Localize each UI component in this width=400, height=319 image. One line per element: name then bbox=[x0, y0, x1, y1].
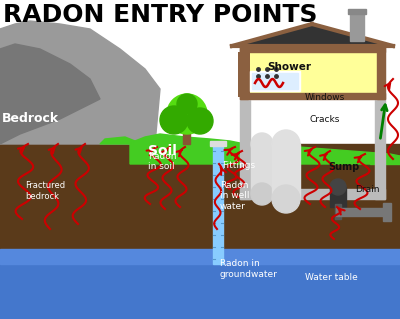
Circle shape bbox=[167, 94, 207, 134]
Text: Shower: Shower bbox=[267, 62, 311, 72]
Circle shape bbox=[272, 130, 300, 158]
Polygon shape bbox=[232, 24, 393, 46]
Bar bbox=[0, 249, 400, 264]
Text: Fractured
bedrock: Fractured bedrock bbox=[25, 181, 65, 201]
Bar bbox=[240, 49, 385, 99]
Circle shape bbox=[272, 185, 300, 213]
Bar bbox=[240, 46, 385, 52]
Bar bbox=[251, 144, 273, 194]
Bar bbox=[248, 52, 377, 94]
Text: Radon in
groundwater: Radon in groundwater bbox=[220, 259, 278, 279]
Bar bbox=[0, 254, 400, 319]
Polygon shape bbox=[370, 156, 400, 164]
Bar bbox=[375, 99, 385, 199]
Text: Windows: Windows bbox=[305, 93, 345, 101]
Bar bbox=[383, 203, 391, 221]
Bar bbox=[240, 99, 250, 199]
Text: Drain: Drain bbox=[355, 184, 380, 194]
Polygon shape bbox=[0, 44, 100, 144]
Bar bbox=[183, 122, 190, 144]
Bar bbox=[252, 73, 298, 89]
Circle shape bbox=[251, 183, 273, 205]
Polygon shape bbox=[130, 134, 400, 164]
Polygon shape bbox=[100, 137, 135, 144]
Text: Radon
in well
water: Radon in well water bbox=[220, 181, 250, 211]
Bar bbox=[335, 204, 341, 219]
Bar bbox=[210, 141, 226, 146]
Bar bbox=[238, 52, 250, 97]
Text: Cracks: Cracks bbox=[310, 115, 340, 123]
Text: Soil: Soil bbox=[148, 144, 177, 158]
Bar bbox=[272, 144, 300, 199]
Bar bbox=[213, 144, 223, 264]
Text: Water table: Water table bbox=[305, 272, 358, 281]
Bar bbox=[377, 47, 385, 99]
Circle shape bbox=[187, 108, 213, 134]
Bar bbox=[240, 189, 385, 199]
Text: RADON ENTRY POINTS: RADON ENTRY POINTS bbox=[3, 3, 318, 27]
Circle shape bbox=[251, 133, 273, 155]
Bar bbox=[348, 9, 366, 14]
Bar bbox=[336, 208, 386, 216]
Circle shape bbox=[177, 94, 197, 114]
Polygon shape bbox=[0, 21, 160, 144]
Text: Sump: Sump bbox=[328, 162, 359, 172]
Bar bbox=[250, 71, 300, 91]
Bar bbox=[240, 93, 385, 99]
Text: Radon
in soil: Radon in soil bbox=[148, 152, 176, 171]
Bar bbox=[350, 11, 364, 41]
Circle shape bbox=[160, 106, 188, 134]
Bar bbox=[240, 47, 248, 99]
Circle shape bbox=[330, 179, 346, 195]
Bar bbox=[330, 187, 346, 207]
Text: Fittings: Fittings bbox=[222, 161, 255, 170]
Bar bbox=[0, 144, 400, 319]
Text: Bedrock: Bedrock bbox=[2, 113, 59, 125]
